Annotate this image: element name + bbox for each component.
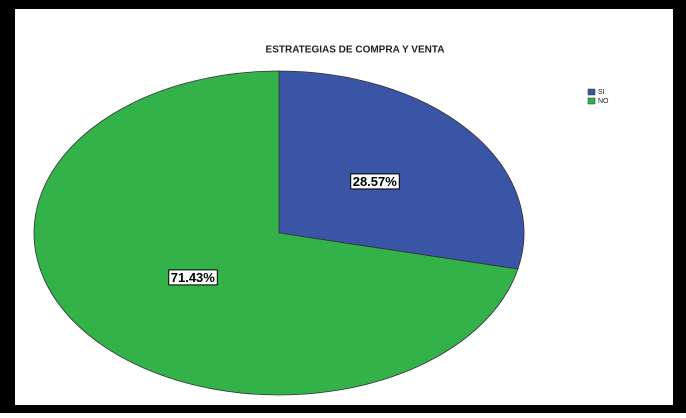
legend-label: NO (598, 98, 609, 105)
data-label: 28.57% (353, 174, 398, 189)
data-label-box (350, 173, 400, 190)
legend-label: SI (598, 89, 605, 96)
data-label: 71.43% (171, 270, 216, 285)
legend-swatch (587, 88, 596, 96)
data-label-box (168, 269, 218, 286)
pie-slice (278, 70, 525, 270)
pie-slice (33, 70, 519, 396)
chart-title: ESTRATEGIAS DE COMPRA Y VENTA (266, 45, 445, 56)
legend-swatch (587, 97, 596, 105)
